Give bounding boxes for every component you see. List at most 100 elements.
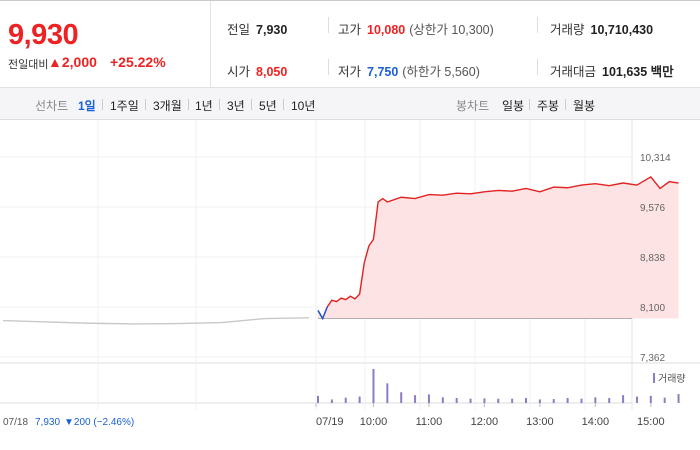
- volume-bar: [538, 399, 541, 403]
- open-value: 8,050: [256, 65, 288, 79]
- change-value: ▲2,000: [48, 54, 97, 70]
- y-tick-label: 7,362: [640, 353, 665, 364]
- volume-bar: [525, 397, 528, 403]
- tab-divider: [219, 99, 220, 110]
- high-label: 고가: [338, 23, 362, 37]
- x-tick-label: 11:00: [416, 416, 443, 428]
- volume-bar: [511, 398, 514, 403]
- y-tick-label: 8,838: [640, 253, 665, 264]
- lower-limit: (하한가 5,560): [402, 65, 480, 79]
- volume-bar: [400, 392, 403, 403]
- volume-bar: [594, 397, 597, 403]
- amount-label: 거래대금: [550, 65, 597, 79]
- volume-bar: [483, 398, 486, 403]
- volume-legend-label: 거래량: [658, 373, 686, 385]
- change-percent: +25.22%: [110, 54, 166, 70]
- low-price: 저가 7,750 (하한가 5,560): [338, 61, 480, 80]
- price-fill: [318, 176, 679, 319]
- prev-day-line: [2, 317, 310, 325]
- tab-1year[interactable]: 1년: [195, 99, 213, 113]
- high-value: 10,080: [367, 23, 406, 37]
- volume-bar: [663, 397, 666, 403]
- prev-close-value: 7,930: [256, 23, 288, 37]
- open-price: 시가 8,050: [227, 61, 287, 80]
- tab-line-chart[interactable]: 선차트: [35, 99, 69, 113]
- price-lines: [2, 176, 679, 325]
- volume-value: 10,710,430: [590, 23, 654, 37]
- price-box: 9,930 전일대비 ▲2,000 +25.22%: [0, 1, 211, 89]
- volume-bar: [414, 395, 417, 403]
- tab-10year[interactable]: 10년: [291, 99, 316, 113]
- chart-period-tabs: 선차트 1일 1주일 3개월 1년 3년 5년 10년 봉차트 일봉 주봉 월봉: [0, 88, 700, 120]
- volume-bars: [317, 369, 680, 403]
- x-tick-label: 14:00: [582, 416, 610, 428]
- tab-1day[interactable]: 1일: [78, 99, 96, 113]
- tab-divider: [145, 99, 146, 110]
- tab-divider: [102, 99, 103, 110]
- volume-legend-swatch: [653, 373, 655, 383]
- y-tick-label: 10,314: [640, 153, 671, 164]
- tab-5year[interactable]: 5년: [259, 99, 277, 113]
- volume-bar: [358, 396, 361, 403]
- tab-3month[interactable]: 3개월: [153, 99, 182, 113]
- divider: [328, 17, 329, 33]
- current-price: 9,930: [8, 19, 79, 51]
- prev-day-close: 7,930: [35, 417, 60, 428]
- volume-bar: [622, 395, 625, 403]
- volume-bar: [455, 397, 458, 403]
- price-line-down: [317, 306, 328, 321]
- tab-candle-chart[interactable]: 봉차트: [456, 99, 490, 113]
- low-value: 7,750: [367, 65, 399, 79]
- tab-divider: [529, 99, 530, 110]
- price-line: [317, 176, 679, 321]
- volume-bar: [552, 399, 555, 403]
- tab-divider: [188, 99, 189, 110]
- volume-bar: [635, 396, 638, 403]
- volume-bar: [386, 383, 389, 403]
- amount-value: 101,635 백만: [602, 65, 674, 79]
- price-chart: 10,314 9,576 8,838 8,100 7,362 07/19 10:00 11:0…: [0, 120, 700, 450]
- volume: 거래량 10,710,430: [550, 19, 653, 38]
- volume-bar: [317, 395, 319, 403]
- volume-bar: [580, 398, 583, 403]
- volume-bar: [469, 398, 472, 403]
- volume-label: 거래량: [550, 23, 585, 37]
- x-tick-label: 07/19: [316, 416, 344, 428]
- tab-weekly[interactable]: 주봉: [537, 99, 560, 113]
- volume-bar: [441, 397, 444, 403]
- quote-summary: 9,930 전일대비 ▲2,000 +25.22% 전일 7,930 시가 8,05…: [0, 0, 700, 89]
- trade-amount: 거래대금 101,635 백만: [550, 61, 674, 80]
- tab-divider: [565, 99, 566, 110]
- axis-ticks: 10,314 9,576 8,838 8,100 7,362 07/19 10:00 11:0…: [315, 153, 671, 428]
- x-tick-label: 10:00: [360, 416, 388, 428]
- volume-bar: [427, 394, 430, 403]
- volume-bar: [497, 398, 500, 403]
- prev-day-label: 07/18: [3, 417, 28, 428]
- divider: [537, 17, 538, 33]
- x-tick-label: 15:00: [637, 416, 665, 428]
- tab-monthly[interactable]: 월봉: [573, 99, 596, 113]
- tab-divider: [251, 99, 252, 110]
- x-tick-label: 12:00: [471, 416, 499, 428]
- divider: [328, 59, 329, 75]
- change-label: 전일대비: [8, 59, 49, 71]
- volume-bar: [344, 397, 347, 403]
- y-tick-label: 9,576: [640, 203, 665, 214]
- prev-close-label: 전일: [227, 23, 251, 37]
- low-label: 저가: [338, 65, 362, 79]
- volume-bar: [330, 399, 333, 403]
- volume-bar: [649, 395, 652, 403]
- tab-1week[interactable]: 1주일: [110, 99, 139, 113]
- high-price: 고가 10,080 (상한가 10,300): [338, 19, 494, 38]
- tab-daily[interactable]: 일봉: [502, 99, 525, 113]
- open-label: 시가: [227, 65, 251, 79]
- prev-close: 전일 7,930: [227, 19, 287, 38]
- volume-bar: [677, 394, 680, 403]
- y-tick-label: 8,100: [640, 303, 665, 314]
- volume-bar: [608, 397, 611, 403]
- x-tick-label: 13:00: [526, 416, 554, 428]
- prev-day-change: ▼200 (−2.46%): [64, 417, 134, 428]
- volume-bar: [372, 369, 375, 403]
- divider: [537, 59, 538, 75]
- tab-3year[interactable]: 3년: [227, 99, 245, 113]
